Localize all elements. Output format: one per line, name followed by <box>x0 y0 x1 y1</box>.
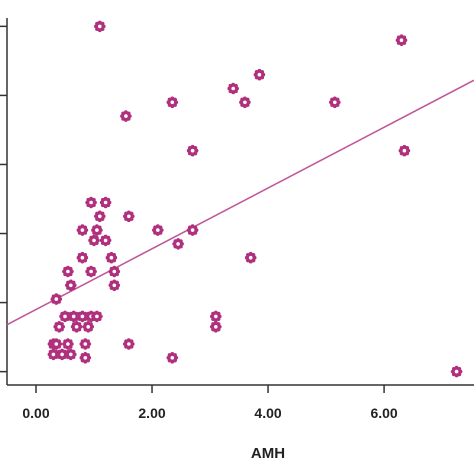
data-point <box>172 238 184 250</box>
data-point <box>82 321 94 333</box>
data-point <box>123 210 135 223</box>
data-point <box>186 224 199 236</box>
data-point <box>108 279 121 292</box>
data-point <box>56 348 68 361</box>
data-point <box>91 224 103 236</box>
data-point <box>166 96 179 109</box>
data-point <box>65 348 77 361</box>
data-point <box>186 144 199 157</box>
data-point <box>166 352 179 364</box>
data-point <box>79 338 92 350</box>
x-tick-label: 6.00 <box>370 405 397 421</box>
data-point <box>239 96 251 109</box>
data-point <box>50 293 63 305</box>
data-point <box>450 365 463 378</box>
data-point <box>62 338 74 350</box>
data-point <box>65 279 77 292</box>
data-point <box>123 338 135 350</box>
x-tick-label: 2.00 <box>138 405 165 421</box>
data-points <box>47 20 463 378</box>
x-axis-title: AMH <box>251 445 285 462</box>
data-point <box>105 251 118 264</box>
data-point <box>88 234 100 247</box>
data-point <box>398 144 411 157</box>
data-point <box>227 82 239 95</box>
data-point <box>210 310 222 323</box>
data-point <box>395 34 408 46</box>
data-point <box>120 110 132 122</box>
data-point <box>99 234 112 247</box>
x-tick-label: 4.00 <box>254 405 281 421</box>
data-point <box>62 265 74 278</box>
data-point <box>91 310 103 323</box>
x-tick-label: 0.00 <box>22 405 49 421</box>
data-point <box>70 321 83 333</box>
data-point <box>47 348 60 361</box>
data-point <box>53 321 65 333</box>
data-point <box>94 210 106 223</box>
data-point <box>76 251 89 264</box>
data-point <box>99 196 112 209</box>
data-point <box>253 68 266 81</box>
data-point <box>108 265 121 278</box>
data-point <box>85 196 97 209</box>
data-point <box>244 251 257 264</box>
y-axis-ticks <box>0 25 7 373</box>
data-point <box>85 265 97 278</box>
data-point <box>50 338 63 350</box>
data-point <box>94 20 106 33</box>
data-point <box>79 352 92 364</box>
data-point <box>152 224 164 236</box>
data-point <box>76 224 89 236</box>
data-point <box>210 321 222 333</box>
data-point <box>329 96 341 109</box>
fit-line <box>6 79 474 326</box>
x-axis-ticks: 0.00 2.00 4.00 6.00 <box>22 385 398 421</box>
